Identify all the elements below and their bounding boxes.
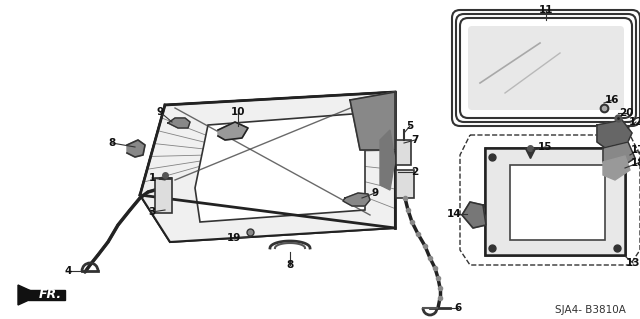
Text: 9: 9	[371, 188, 379, 198]
Polygon shape	[18, 285, 40, 305]
Text: 9: 9	[156, 107, 164, 117]
Text: 19: 19	[227, 233, 241, 243]
Text: 18: 18	[631, 158, 640, 168]
FancyBboxPatch shape	[155, 178, 172, 213]
Polygon shape	[597, 120, 632, 150]
Text: 17: 17	[630, 145, 640, 155]
FancyBboxPatch shape	[396, 140, 411, 165]
Polygon shape	[127, 140, 145, 157]
Text: 16: 16	[605, 95, 620, 105]
Text: 11: 11	[539, 5, 553, 15]
Text: 13: 13	[626, 258, 640, 268]
Text: 1: 1	[148, 173, 156, 183]
Text: 3: 3	[148, 207, 156, 217]
Text: 15: 15	[538, 142, 552, 152]
Text: 12: 12	[628, 117, 640, 127]
Polygon shape	[380, 130, 395, 190]
FancyBboxPatch shape	[468, 26, 624, 110]
Text: 10: 10	[231, 107, 245, 117]
Polygon shape	[140, 92, 395, 242]
Text: SJA4- B3810A: SJA4- B3810A	[555, 305, 626, 315]
Text: 2: 2	[412, 167, 419, 177]
Polygon shape	[168, 118, 190, 128]
Polygon shape	[603, 156, 630, 180]
Text: 8: 8	[108, 138, 116, 148]
Text: 5: 5	[406, 121, 413, 131]
Text: 20: 20	[619, 108, 633, 118]
Polygon shape	[485, 148, 625, 255]
Polygon shape	[462, 202, 486, 228]
Text: 7: 7	[412, 135, 419, 145]
Polygon shape	[603, 142, 635, 168]
Text: 8: 8	[286, 260, 294, 270]
Polygon shape	[350, 92, 395, 150]
Text: 14: 14	[447, 209, 461, 219]
Polygon shape	[195, 113, 365, 222]
FancyBboxPatch shape	[396, 170, 414, 198]
Polygon shape	[28, 290, 65, 300]
Text: FR.: FR.	[38, 288, 61, 301]
Polygon shape	[510, 165, 605, 240]
Text: 6: 6	[454, 303, 461, 313]
Text: 4: 4	[64, 266, 72, 276]
Polygon shape	[218, 122, 248, 140]
Polygon shape	[343, 193, 370, 206]
